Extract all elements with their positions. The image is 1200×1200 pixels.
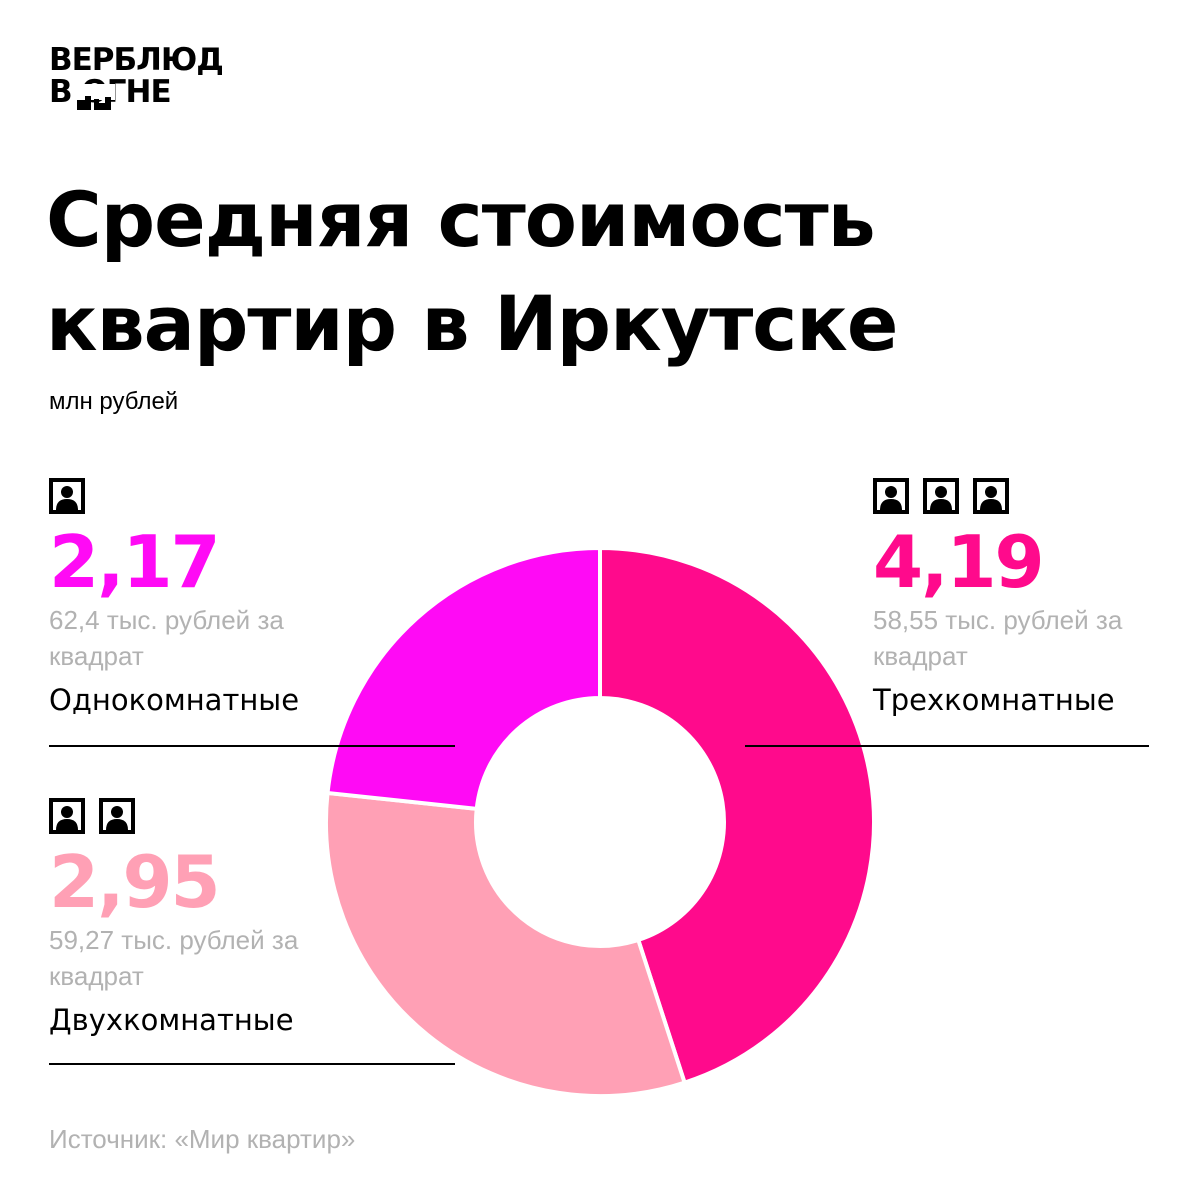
slice-three-room: [598, 545, 876, 1086]
slice-two-room: [324, 790, 688, 1098]
per-sqm-one-room-suffix: за квадрат: [49, 605, 284, 671]
per-sqm-two-room-suffix: за квадрат: [49, 925, 299, 991]
brand-logo: ВЕРБЛЮД В ОГНЕ: [49, 42, 249, 110]
camel-icon: [77, 96, 111, 110]
category-label-three-room: Трехкомнатные: [873, 683, 1115, 717]
per-sqm-three-room: 58,55 тыс. рублей за квадрат: [873, 602, 1163, 674]
room-icons: [873, 478, 1200, 514]
category-label-one-room: Однокомнатные: [49, 683, 300, 717]
divider-one-room: [49, 745, 455, 747]
category-label-two-room: Двухкомнатные: [49, 1003, 294, 1037]
per-sqm-two-room: 59,27 тыс. рублей за квадрат: [49, 922, 339, 994]
chart-title-line-2: квартир в Иркутске: [46, 279, 898, 368]
logo-line-2: В ОГНЕ: [49, 76, 249, 110]
chart-title-line-1: Средняя стоимость: [46, 175, 876, 264]
person-icon: [873, 478, 909, 514]
person-icon: [99, 798, 135, 834]
logo-line-1: ВЕРБЛЮД: [49, 42, 224, 78]
person-icon: [49, 478, 85, 514]
person-icon: [49, 798, 85, 834]
value-label-two-room: 2,95: [49, 840, 221, 924]
legend-two-room: 2,95 59,27 тыс. рублей за квадрат Двухко…: [49, 798, 469, 1040]
chart-subtitle: млн рублей: [49, 388, 179, 415]
per-sqm-one-room-value: 62,4 тыс. рублей: [49, 605, 251, 635]
divider-three-room: [745, 745, 1149, 747]
room-icons: [49, 798, 469, 834]
legend-three-room: 4,19 58,55 тыс. рублей за квадрат Трехко…: [873, 478, 1200, 720]
per-sqm-one-room: 62,4 тыс. рублей за квадрат: [49, 602, 339, 674]
room-icons: [49, 478, 469, 514]
chart-title: Средняя стоимость квартир в Иркутске: [46, 168, 898, 376]
legend-one-room: 2,17 62,4 тыс. рублей за квадрат Одноком…: [49, 478, 469, 720]
slice-one-room: [325, 545, 602, 812]
logo-camel-graphic: [75, 84, 115, 110]
source-note: Источник: «Мир квартир»: [49, 1124, 356, 1154]
person-icon: [973, 478, 1009, 514]
per-sqm-two-room-value: 59,27 тыс. рублей: [49, 925, 265, 955]
per-sqm-three-room-suffix: за квадрат: [873, 605, 1123, 671]
value-label-three-room: 4,19: [873, 520, 1045, 604]
divider-two-room: [49, 1063, 455, 1065]
value-label-one-room: 2,17: [49, 520, 221, 604]
per-sqm-three-room-value: 58,55 тыс. рублей: [873, 605, 1089, 635]
person-icon: [923, 478, 959, 514]
